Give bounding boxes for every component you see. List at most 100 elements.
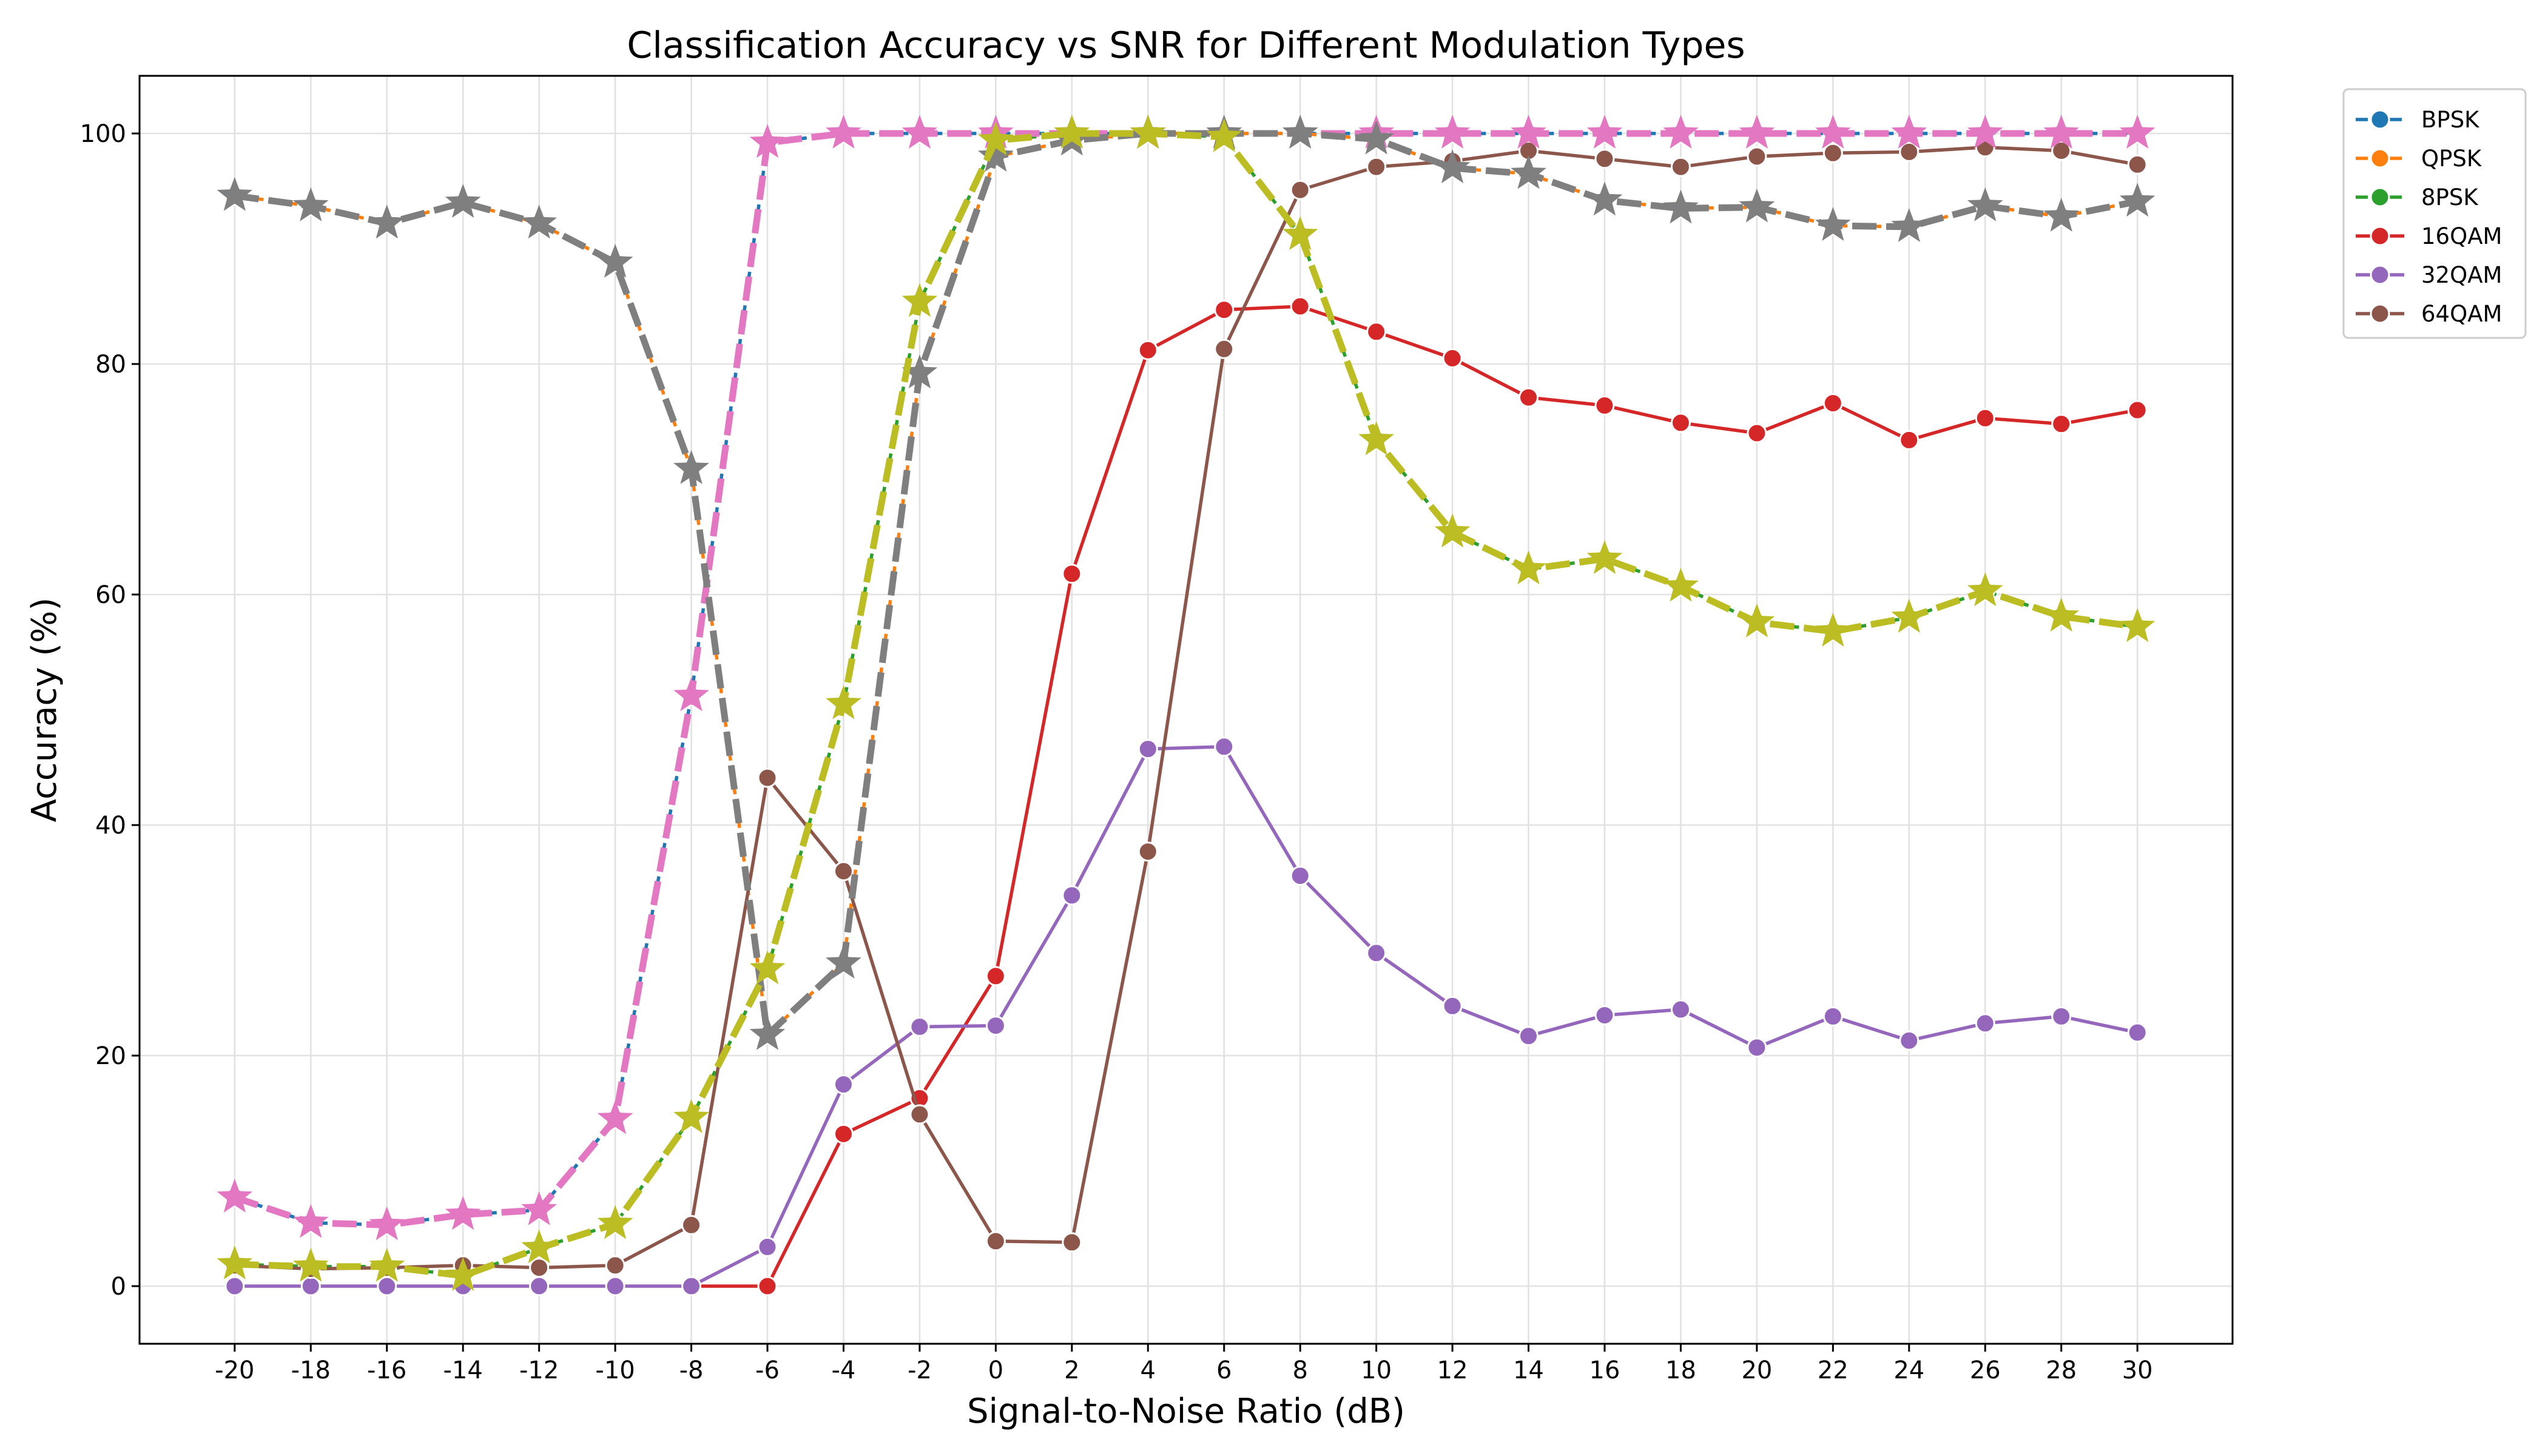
data-point bbox=[1130, 115, 1166, 149]
grid-layer bbox=[140, 76, 2233, 1344]
data-point bbox=[985, 1016, 1006, 1036]
data-point bbox=[833, 1124, 854, 1144]
data-point bbox=[1975, 408, 1995, 428]
data-point bbox=[902, 283, 938, 317]
legend-marker bbox=[2370, 303, 2390, 324]
data-point bbox=[217, 1178, 253, 1213]
y-axis-label: Accuracy (%) bbox=[25, 598, 64, 822]
data-point bbox=[757, 1236, 778, 1257]
data-point bbox=[1434, 115, 1471, 149]
data-point bbox=[1594, 1005, 1615, 1025]
data-point bbox=[673, 677, 709, 712]
data-point bbox=[1138, 739, 1158, 760]
data-point bbox=[1815, 612, 1851, 647]
data-point bbox=[749, 124, 786, 158]
data-point bbox=[605, 1276, 625, 1296]
data-point bbox=[217, 177, 253, 211]
x-tick-label: -14 bbox=[443, 1357, 483, 1384]
data-point bbox=[1434, 149, 1471, 184]
data-point bbox=[1975, 1013, 1995, 1034]
x-tick-label: -2 bbox=[908, 1357, 932, 1384]
legend-marker bbox=[2370, 265, 2390, 285]
legend-item-16qam: 16QAM bbox=[2356, 223, 2502, 249]
legend-marker bbox=[2370, 109, 2390, 130]
data-point bbox=[1518, 1026, 1539, 1046]
data-point bbox=[1747, 146, 1767, 167]
data-point bbox=[1670, 413, 1691, 433]
data-point bbox=[1062, 564, 1082, 584]
x-tick-label: -20 bbox=[215, 1357, 254, 1384]
data-point bbox=[1822, 143, 1843, 163]
data-point bbox=[292, 1204, 329, 1238]
data-point bbox=[1586, 540, 1623, 575]
series-overlay-8 bbox=[217, 115, 2155, 1291]
series-32qam bbox=[224, 736, 2148, 1296]
data-point bbox=[1586, 115, 1623, 149]
data-point bbox=[1138, 841, 1158, 862]
data-point bbox=[1206, 118, 1242, 152]
data-point bbox=[2119, 115, 2155, 149]
data-point bbox=[1511, 550, 1546, 585]
data-point bbox=[977, 138, 1014, 172]
data-point bbox=[2043, 115, 2080, 149]
x-tick-label: -18 bbox=[291, 1357, 331, 1384]
data-point bbox=[826, 945, 861, 979]
legend-marker bbox=[2370, 187, 2390, 207]
x-tick-label: 24 bbox=[1893, 1357, 1924, 1384]
data-point bbox=[1739, 188, 1775, 223]
x-tick-label: -8 bbox=[679, 1357, 704, 1384]
data-point bbox=[909, 1017, 930, 1037]
data-point bbox=[529, 1276, 550, 1296]
data-point bbox=[1366, 157, 1387, 177]
x-tick-label: 18 bbox=[1665, 1357, 1696, 1384]
data-point bbox=[1739, 115, 1775, 149]
data-point bbox=[757, 1276, 778, 1296]
data-point bbox=[300, 1276, 321, 1296]
series-layer bbox=[217, 115, 2155, 1296]
y-tick-label: 80 bbox=[95, 351, 126, 379]
series-line bbox=[234, 146, 2138, 1271]
data-point bbox=[2119, 183, 2155, 217]
data-point bbox=[2051, 1006, 2072, 1026]
data-point bbox=[1434, 513, 1471, 548]
x-tick-label: -6 bbox=[755, 1357, 780, 1384]
x-tick-label: 2 bbox=[1064, 1357, 1079, 1384]
data-point bbox=[2127, 1022, 2148, 1043]
data-point bbox=[1442, 996, 1463, 1016]
data-point bbox=[2127, 400, 2148, 420]
data-point bbox=[1663, 115, 1699, 149]
data-point bbox=[1511, 155, 1546, 189]
data-point bbox=[1054, 115, 1090, 149]
data-point bbox=[1586, 181, 1623, 216]
data-point bbox=[1899, 141, 1919, 162]
x-tick-label: -4 bbox=[832, 1357, 856, 1384]
data-point bbox=[521, 1191, 558, 1225]
data-point bbox=[1594, 395, 1615, 416]
data-point bbox=[1594, 149, 1615, 169]
legend-item-64qam: 64QAM bbox=[2356, 301, 2502, 327]
legend-label: BPSK bbox=[2421, 107, 2480, 133]
legend-item-bpsk: BPSK bbox=[2356, 107, 2480, 133]
data-point bbox=[1138, 340, 1158, 360]
data-point bbox=[757, 767, 778, 788]
data-point bbox=[673, 450, 709, 484]
data-point bbox=[597, 243, 633, 278]
data-point bbox=[597, 1205, 633, 1239]
x-tick-label: 8 bbox=[1292, 1357, 1307, 1384]
legend-label: 64QAM bbox=[2421, 301, 2502, 327]
x-tick-label: 26 bbox=[1970, 1357, 2001, 1384]
data-point bbox=[217, 1245, 253, 1279]
data-point bbox=[681, 1215, 702, 1235]
data-point bbox=[2051, 414, 2072, 434]
data-point bbox=[1747, 423, 1767, 443]
data-point bbox=[445, 1257, 481, 1291]
data-point bbox=[1899, 1030, 1919, 1051]
data-point bbox=[1891, 115, 1927, 149]
data-point bbox=[749, 950, 786, 985]
chart-title: Classification Accuracy vs SNR for Diffe… bbox=[627, 24, 1745, 67]
data-point bbox=[673, 1099, 709, 1133]
legend-label: 8PSK bbox=[2421, 184, 2479, 211]
data-point bbox=[833, 861, 854, 881]
x-tick-label: 0 bbox=[988, 1357, 1003, 1384]
data-point bbox=[605, 1255, 625, 1276]
